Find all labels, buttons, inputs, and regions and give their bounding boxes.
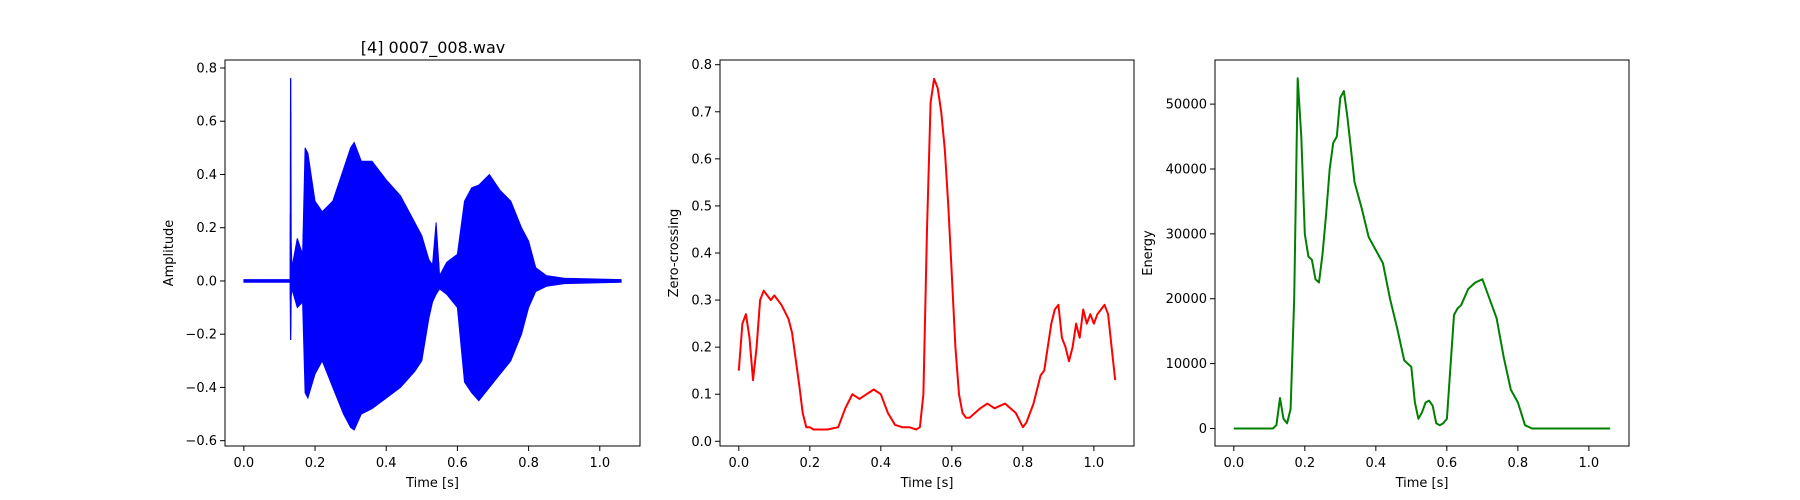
- series-waveform-texture: [244, 111, 621, 424]
- y-tick-label: 0.6: [691, 152, 712, 167]
- x-tick-label: 0.8: [1508, 456, 1529, 471]
- x-tick-label: 0.4: [376, 456, 397, 471]
- y-axis-label: Energy: [1141, 230, 1156, 276]
- axes-frame: [224, 59, 641, 447]
- y-tick-label: 0.2: [691, 341, 712, 356]
- y-tick-label: 10000: [1166, 357, 1207, 372]
- y-tick-label: −0.4: [185, 381, 217, 396]
- x-tick-label: 0.2: [305, 456, 326, 471]
- y-tick-label: 0.5: [691, 199, 712, 214]
- y-tick-label: 30000: [1166, 227, 1207, 242]
- x-tick-label: 1.0: [589, 456, 610, 471]
- x-tick-label: 0.8: [518, 456, 539, 471]
- x-tick-label: 0.6: [1437, 456, 1458, 471]
- y-tick-label: 40000: [1166, 162, 1207, 177]
- y-tick-label: 0.8: [691, 58, 712, 73]
- y-tick-label: 0: [1199, 422, 1207, 437]
- x-tick-label: 0.0: [1223, 456, 1244, 471]
- y-tick-label: 0.6: [196, 115, 217, 130]
- x-tick-label: 0.4: [1365, 456, 1386, 471]
- series-line: [737, 77, 1117, 431]
- y-tick-label: 0.7: [691, 105, 712, 120]
- y-tick-label: 20000: [1166, 292, 1207, 307]
- x-axis-label: Time [s]: [900, 476, 954, 491]
- x-tick-label: 0.6: [942, 456, 963, 471]
- y-axis-label: Amplitude: [162, 220, 177, 287]
- panel-title: [4] 0007_008.wav: [361, 38, 505, 58]
- x-tick-label: 0.2: [799, 456, 820, 471]
- energy-panel: 0.0 0.2 0.4 0.6 0.8 1.0 0 10000 20000 30000 40000 5…: [1141, 59, 1630, 491]
- y-tick-label: 0.3: [691, 294, 712, 309]
- y-tick-label: −0.2: [185, 328, 217, 343]
- y-tick-label: 0.0: [196, 274, 217, 289]
- zero-crossing-panel: 0.0 0.2 0.4 0.6 0.8 1.0 0.0 0.1 0.2 0.3 0.4 0.5 0.6 0…: [667, 58, 1135, 491]
- x-tick-label: 0.0: [234, 456, 255, 471]
- y-tick-label: 0.4: [196, 168, 217, 183]
- y-tick-label: 0.0: [691, 435, 712, 450]
- x-tick-label: 1.0: [1579, 456, 1600, 471]
- y-tick-label: 0.1: [691, 388, 712, 403]
- x-axis-label: Time [s]: [405, 476, 459, 491]
- y-tick-label: 0.4: [691, 247, 712, 262]
- y-tick-label: 0.2: [196, 221, 217, 236]
- x-tick-label: 0.4: [870, 456, 891, 471]
- series-line: [1233, 77, 1611, 430]
- y-tick-label: 0.8: [196, 61, 217, 76]
- x-tick-label: 0.0: [728, 456, 749, 471]
- x-tick-label: 0.6: [447, 456, 468, 471]
- y-tick-label: 50000: [1166, 98, 1207, 113]
- axes-frame: [1214, 59, 1630, 447]
- x-tick-label: 0.2: [1294, 456, 1315, 471]
- y-axis-label: Zero-crossing: [667, 209, 682, 298]
- y-tick-label: −0.6: [185, 434, 217, 449]
- x-tick-label: 0.8: [1013, 456, 1034, 471]
- x-tick-label: 1.0: [1084, 456, 1105, 471]
- waveform-panel: [4] 0007_008.wav 0.0 0.2 0.4 0.6 0.8 1.0 −0.6 −…: [162, 38, 641, 491]
- x-axis-label: Time [s]: [1395, 476, 1449, 491]
